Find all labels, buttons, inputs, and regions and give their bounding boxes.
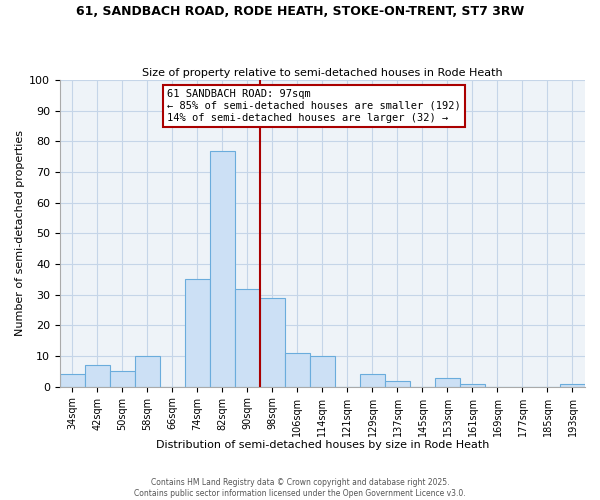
X-axis label: Distribution of semi-detached houses by size in Rode Heath: Distribution of semi-detached houses by … <box>156 440 489 450</box>
Bar <box>560 384 585 386</box>
Y-axis label: Number of semi-detached properties: Number of semi-detached properties <box>15 130 25 336</box>
Bar <box>210 150 235 386</box>
Bar <box>185 280 210 386</box>
Bar <box>360 374 385 386</box>
Text: 61, SANDBACH ROAD, RODE HEATH, STOKE-ON-TRENT, ST7 3RW: 61, SANDBACH ROAD, RODE HEATH, STOKE-ON-… <box>76 5 524 18</box>
Bar <box>285 353 310 386</box>
Bar <box>460 384 485 386</box>
Bar <box>85 366 110 386</box>
Bar <box>260 298 285 386</box>
Bar <box>310 356 335 386</box>
Text: Contains HM Land Registry data © Crown copyright and database right 2025.
Contai: Contains HM Land Registry data © Crown c… <box>134 478 466 498</box>
Title: Size of property relative to semi-detached houses in Rode Heath: Size of property relative to semi-detach… <box>142 68 503 78</box>
Bar <box>60 374 85 386</box>
Bar <box>385 380 410 386</box>
Bar <box>110 372 135 386</box>
Bar <box>135 356 160 386</box>
Bar <box>435 378 460 386</box>
Bar <box>235 288 260 386</box>
Text: 61 SANDBACH ROAD: 97sqm
← 85% of semi-detached houses are smaller (192)
14% of s: 61 SANDBACH ROAD: 97sqm ← 85% of semi-de… <box>167 90 461 122</box>
